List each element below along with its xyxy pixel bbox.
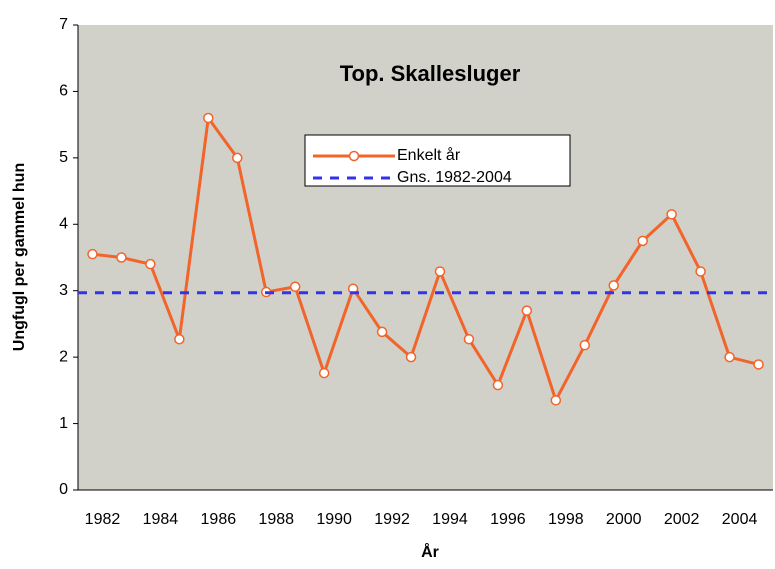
data-point xyxy=(521,305,533,316)
y-tick-label: 0 xyxy=(59,481,68,498)
data-point xyxy=(318,367,330,379)
data-point xyxy=(145,258,156,270)
data-point xyxy=(203,112,214,124)
y-tick-label: 5 xyxy=(59,149,68,166)
data-point xyxy=(87,248,98,260)
data-point xyxy=(376,326,388,338)
y-tick-label: 1 xyxy=(59,415,68,432)
data-point xyxy=(753,359,764,370)
x-tick-label: 1984 xyxy=(143,511,179,528)
data-point xyxy=(579,339,591,351)
data-point xyxy=(405,351,417,363)
y-tick-label: 2 xyxy=(59,348,68,365)
x-tick-label: 1998 xyxy=(548,511,584,528)
x-tick-label: 2004 xyxy=(722,511,758,528)
legend-label: Enkelt år xyxy=(397,146,461,164)
x-tick-label: 2000 xyxy=(606,511,642,528)
y-axis-label: Ungfugl per gammel hun xyxy=(11,163,28,351)
series-line xyxy=(92,114,759,405)
data-point xyxy=(637,235,648,247)
data-point xyxy=(550,395,562,406)
data-point xyxy=(116,252,127,263)
data-point xyxy=(463,333,475,345)
x-tick-label: 1992 xyxy=(374,511,410,528)
x-tick-label: 1994 xyxy=(432,511,468,528)
chart-title: Top. Skallesluger xyxy=(340,61,521,86)
x-tick-label: 1986 xyxy=(201,511,237,528)
plot-area xyxy=(78,25,773,490)
x-tick-label: 1996 xyxy=(490,511,526,528)
data-point xyxy=(232,152,243,164)
data-point xyxy=(666,209,677,220)
y-tick-label: 3 xyxy=(59,282,68,299)
y-tick-label: 4 xyxy=(59,216,68,233)
y-tick-label: 6 xyxy=(59,83,68,100)
y-tick-label: 7 xyxy=(59,16,68,33)
x-tick-label: 1982 xyxy=(85,511,121,528)
legend-label: Gns. 1982-2004 xyxy=(397,169,512,186)
data-point xyxy=(434,266,446,277)
data-point xyxy=(492,379,504,391)
data-point xyxy=(724,351,735,363)
data-point xyxy=(289,281,301,292)
legend-marker xyxy=(348,150,360,162)
data-point xyxy=(608,280,619,291)
x-tick-label: 1990 xyxy=(316,511,352,528)
x-tick-label: 2002 xyxy=(664,511,700,528)
data-point xyxy=(174,333,185,345)
x-tick-label: 1988 xyxy=(258,511,294,528)
data-point xyxy=(695,266,706,277)
x-axis-label: År xyxy=(421,542,439,561)
